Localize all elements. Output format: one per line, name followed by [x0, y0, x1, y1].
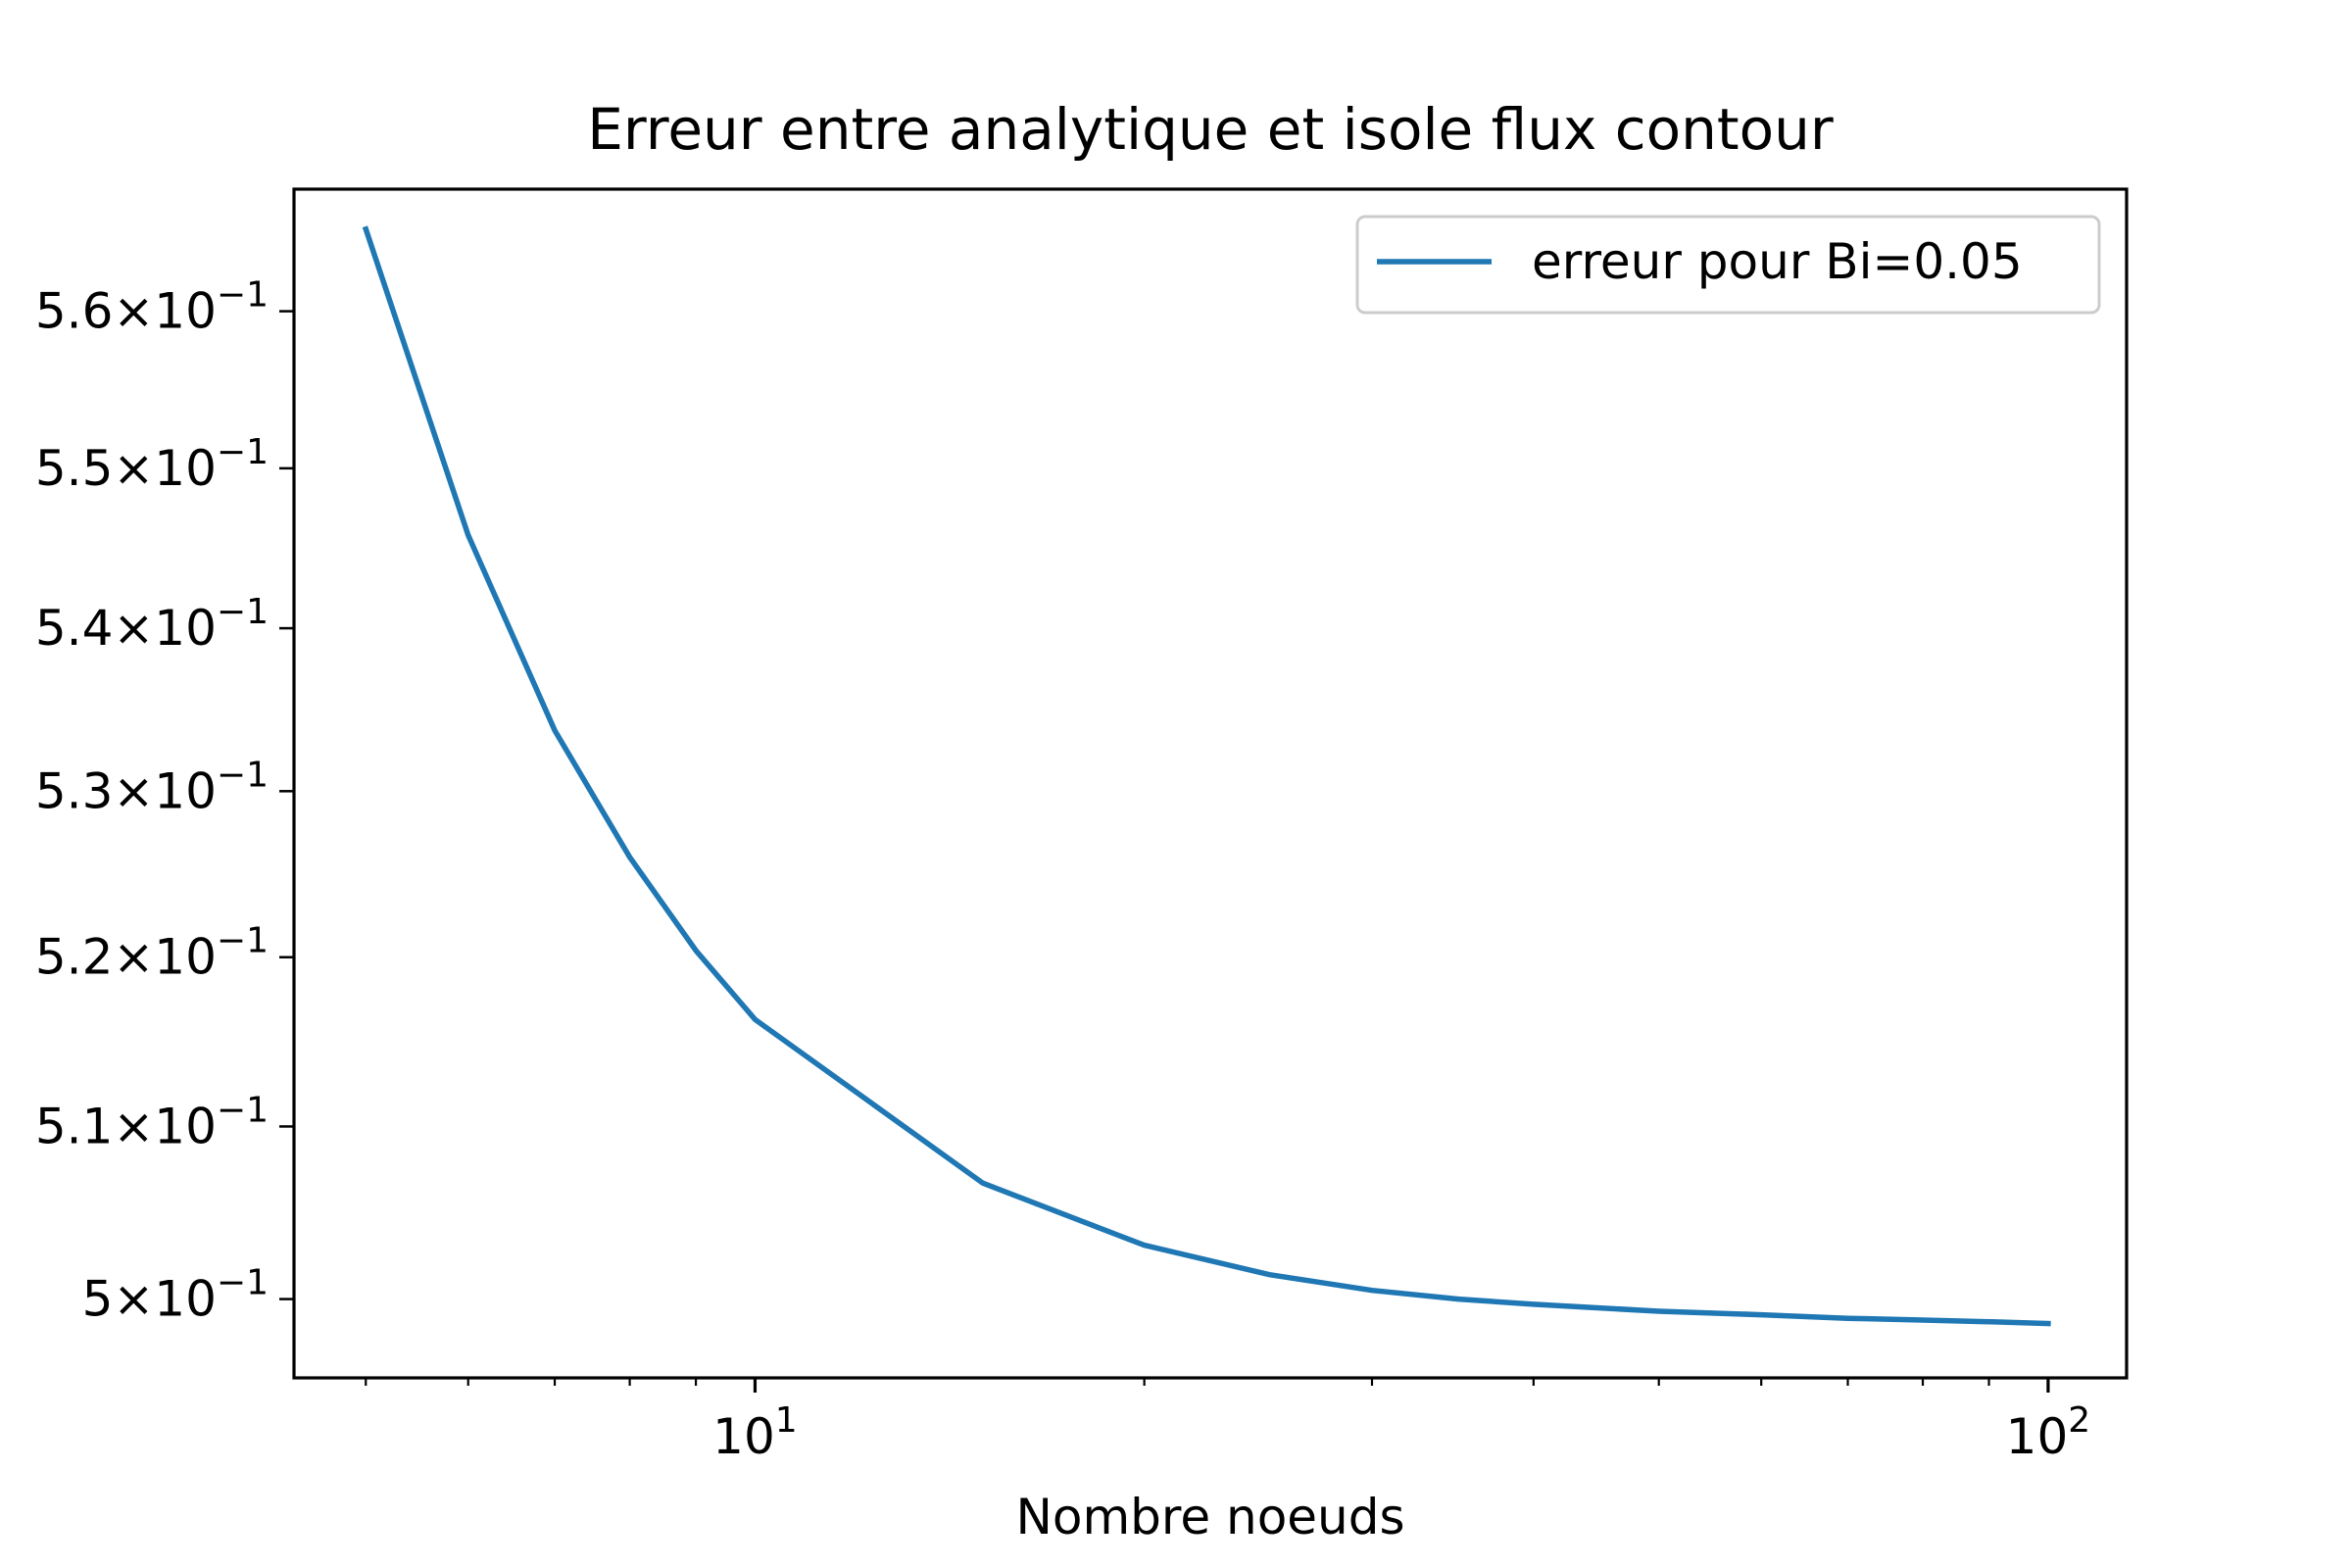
x-axis: 101 102: [365, 1378, 2091, 1465]
y-tick-label: 5.6×10−1: [35, 275, 269, 340]
y-tick-label: 5.2×10−1: [35, 921, 269, 986]
series-line-0: [362, 225, 2051, 1327]
chart-title: Erreur entre analytique et isole flux co…: [587, 96, 1834, 163]
x-axis-label: Nombre noeuds: [1015, 1489, 1404, 1545]
legend-box: [1355, 215, 2101, 315]
y-tick-label: 5×10−1: [82, 1263, 269, 1328]
y-tick-label: 5.4×10−1: [35, 592, 269, 657]
plot-area: [362, 225, 2051, 1327]
legend: erreur pour Bi=0.05: [1355, 215, 2101, 315]
x-tick-label: 101: [712, 1400, 798, 1465]
axes-frame: [292, 187, 2129, 1380]
y-tick-label: 5.3×10−1: [35, 755, 269, 819]
y-tick-label: 5.5×10−1: [35, 432, 269, 497]
legend-label: erreur pour Bi=0.05: [1532, 233, 2023, 290]
y-tick-label: 5.1×10−1: [35, 1090, 269, 1154]
x-tick-label: 102: [2006, 1400, 2091, 1465]
y-axis: 5×10−1 5.1×10−1 5.2×10−1 5.3×10−1 5.4×10−1 5.…: [35, 275, 294, 1328]
